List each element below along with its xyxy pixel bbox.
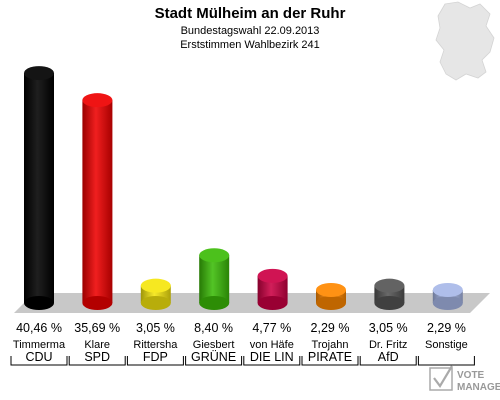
value-label: 4,77 % xyxy=(252,321,291,335)
party-label: FDP xyxy=(143,350,168,364)
value-label: 35,69 % xyxy=(74,321,120,335)
candidate-label: Sonstige xyxy=(425,339,468,351)
value-label: 40,46 % xyxy=(16,321,62,335)
bar-base xyxy=(432,296,463,310)
candidate-label: Trojahn xyxy=(312,339,349,351)
bar-base xyxy=(257,296,288,310)
chart-subtitle-district: Erststimmen Wahlbezirk 241 xyxy=(180,39,320,51)
bar-spd xyxy=(82,93,113,310)
candidate-label: Timmerma xyxy=(13,339,66,351)
logo-text: VOTE xyxy=(457,370,485,381)
party-bracket xyxy=(10,356,68,366)
bar-top xyxy=(140,278,171,293)
bar-top xyxy=(257,268,288,283)
logo-subtext: MANAGER xyxy=(457,382,500,393)
party-bracket xyxy=(68,356,126,366)
bar-base xyxy=(199,296,230,310)
bar-top xyxy=(82,93,113,108)
bar-fdp xyxy=(140,278,171,310)
party-bracket xyxy=(126,356,184,366)
candidate-label: Klare xyxy=(84,339,110,351)
value-label: 3,05 % xyxy=(369,321,408,335)
party-label: GRÜNE xyxy=(191,350,236,364)
bar-piraten xyxy=(316,282,346,310)
bar-body xyxy=(199,255,230,303)
bar-base xyxy=(82,296,113,310)
party-bracket xyxy=(417,356,475,366)
value-label: 8,40 % xyxy=(194,321,233,335)
bar-top xyxy=(316,282,346,297)
bar-cdu xyxy=(24,66,54,310)
bar-base xyxy=(316,296,346,310)
bar-base xyxy=(374,296,405,310)
value-label: 2,29 % xyxy=(427,321,466,335)
bar-body xyxy=(82,100,113,304)
chart-subtitle-election: Bundestagswahl 22.09.2013 xyxy=(181,25,320,37)
bar-top xyxy=(24,66,54,81)
bar-base xyxy=(24,296,54,310)
bar-group xyxy=(24,66,463,310)
value-label: 3,05 % xyxy=(136,321,175,335)
votemanager-logo: VOTE MANAGER xyxy=(429,365,500,393)
party-label: PIRATE xyxy=(308,350,352,364)
value-label: 2,29 % xyxy=(311,321,350,335)
candidate-label: von Häfe xyxy=(250,339,294,351)
party-label: SPD xyxy=(84,350,110,364)
bar-afd xyxy=(374,278,405,310)
bar-top xyxy=(199,248,230,263)
party-bracket xyxy=(243,356,301,366)
bar-base xyxy=(140,296,171,310)
party-label: CDU xyxy=(25,350,52,364)
chart-title: Stadt Mülheim an der Ruhr xyxy=(155,5,346,22)
candidate-label: Dr. Fritz xyxy=(369,339,408,351)
bar-body xyxy=(24,73,54,303)
bar-die-linke xyxy=(257,268,288,310)
candidate-label: Giesbert xyxy=(193,339,235,351)
chart-floor xyxy=(14,293,490,313)
party-bracket xyxy=(359,356,417,366)
bar-top xyxy=(432,282,463,297)
bar-grüne xyxy=(199,248,230,310)
party-label: DIE LIN xyxy=(250,350,294,364)
party-label: AfD xyxy=(378,350,399,364)
candidate-label: Rittersha xyxy=(133,339,178,351)
bar-top xyxy=(374,278,405,293)
party-bracket xyxy=(301,356,359,366)
bar-sonstige xyxy=(432,282,463,310)
germany-map-icon xyxy=(435,1,495,81)
party-bracket xyxy=(185,356,243,366)
